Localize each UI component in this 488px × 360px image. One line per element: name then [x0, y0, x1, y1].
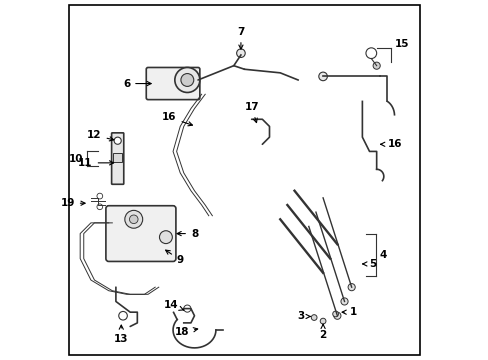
Circle shape — [311, 315, 316, 320]
FancyBboxPatch shape — [111, 133, 123, 184]
Text: 17: 17 — [244, 102, 259, 122]
Circle shape — [114, 137, 121, 144]
Text: 16: 16 — [380, 139, 401, 149]
Circle shape — [236, 49, 244, 58]
Circle shape — [183, 305, 190, 312]
Text: 1: 1 — [342, 307, 356, 317]
Text: 4: 4 — [379, 250, 386, 260]
Circle shape — [124, 210, 142, 228]
Text: 9: 9 — [165, 250, 183, 265]
FancyBboxPatch shape — [106, 206, 176, 261]
Text: 18: 18 — [174, 327, 197, 337]
Circle shape — [129, 215, 138, 224]
Circle shape — [97, 193, 102, 199]
Text: 10: 10 — [69, 154, 83, 163]
FancyBboxPatch shape — [113, 153, 122, 162]
Text: 5: 5 — [362, 259, 376, 269]
Circle shape — [318, 72, 326, 81]
Circle shape — [175, 67, 200, 93]
Text: 8: 8 — [177, 229, 198, 239]
Circle shape — [181, 73, 193, 86]
Circle shape — [347, 284, 354, 291]
Text: 16: 16 — [162, 112, 192, 126]
Text: 12: 12 — [87, 130, 114, 141]
Text: 19: 19 — [61, 198, 85, 208]
Circle shape — [332, 311, 338, 317]
Circle shape — [365, 48, 376, 59]
Text: 13: 13 — [114, 325, 128, 343]
Circle shape — [119, 311, 127, 320]
Circle shape — [340, 298, 347, 305]
Circle shape — [320, 318, 325, 324]
Text: 14: 14 — [163, 300, 183, 310]
Circle shape — [97, 204, 102, 210]
Text: 7: 7 — [237, 27, 244, 49]
Text: 2: 2 — [319, 324, 326, 340]
Text: 11: 11 — [78, 158, 113, 168]
Circle shape — [159, 231, 172, 244]
FancyBboxPatch shape — [146, 67, 200, 100]
Circle shape — [372, 62, 380, 69]
Text: 6: 6 — [122, 78, 151, 89]
Text: 3: 3 — [297, 311, 310, 321]
Circle shape — [333, 312, 340, 319]
Text: 15: 15 — [394, 39, 408, 49]
